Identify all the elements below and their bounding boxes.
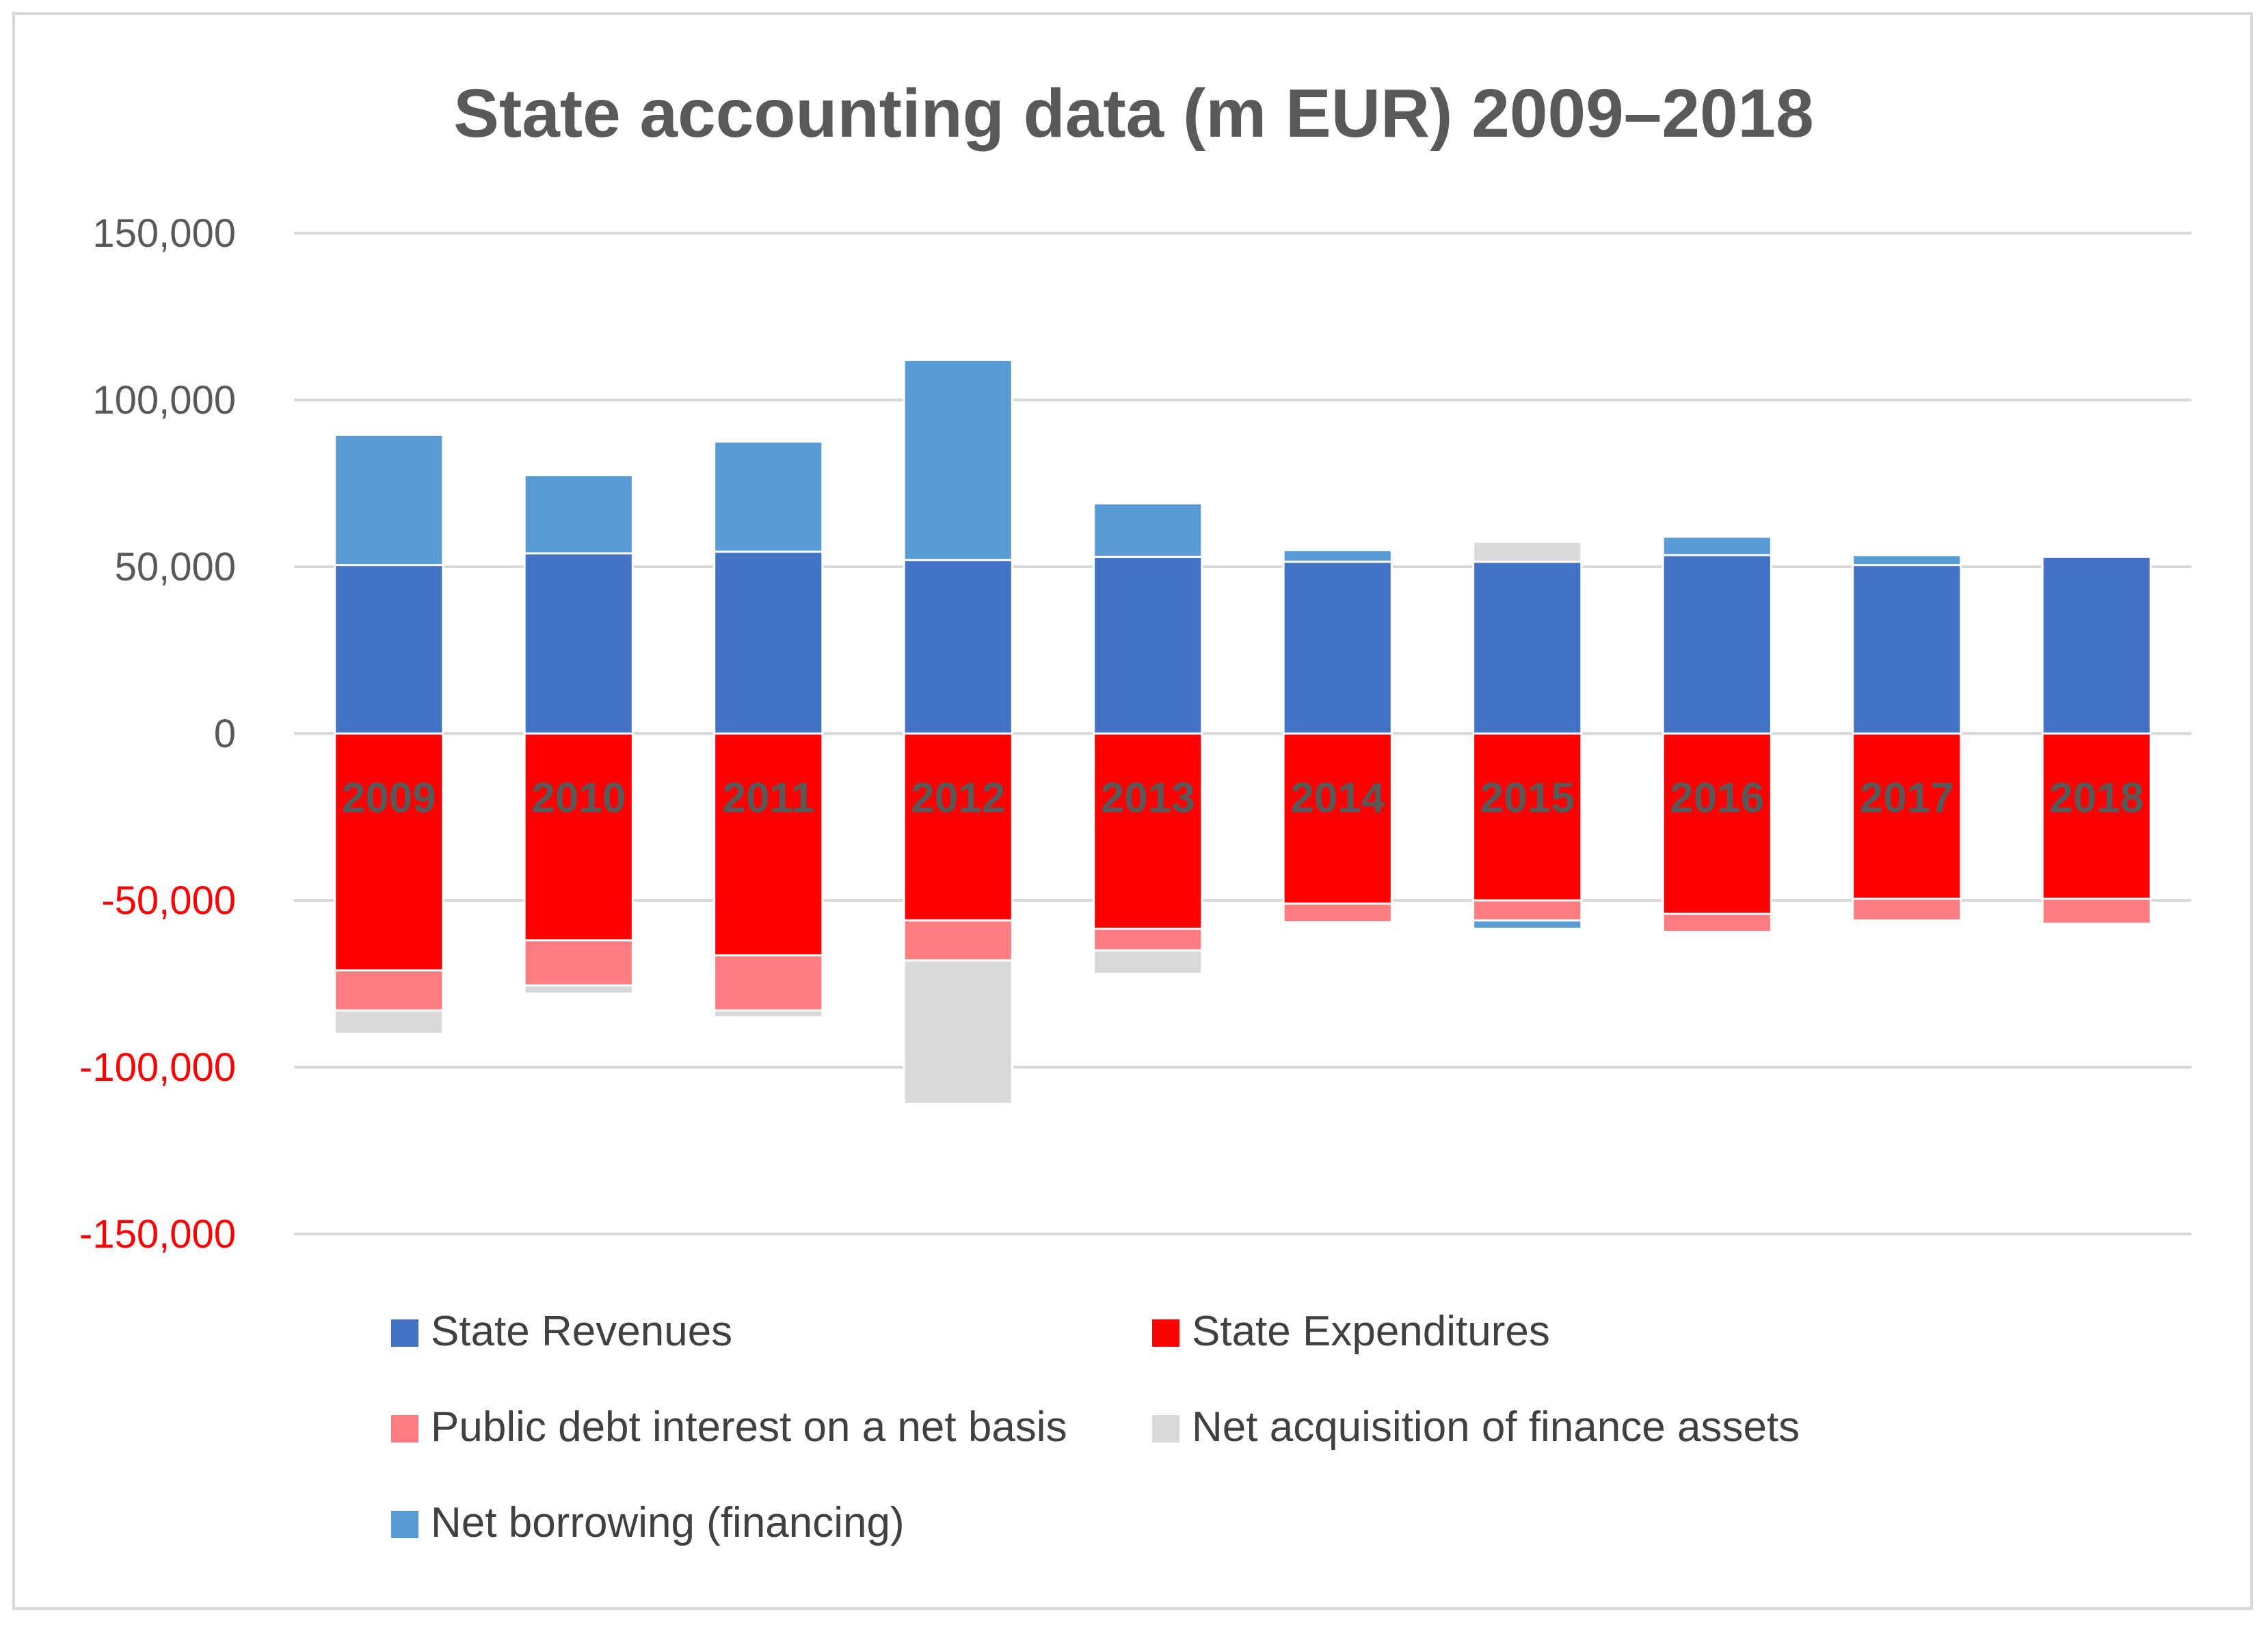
bar-segment bbox=[903, 919, 1013, 962]
bars-layer bbox=[334, 358, 2152, 1105]
bar-segment bbox=[1472, 732, 1583, 902]
y-tick-label: -150,000 bbox=[79, 1212, 236, 1257]
legend-swatch bbox=[391, 1319, 418, 1347]
bar-segment bbox=[1852, 554, 1962, 567]
bar-segment bbox=[1852, 732, 1962, 900]
legend-swatch bbox=[391, 1511, 418, 1538]
bar-segment bbox=[903, 358, 1013, 561]
bar-segment bbox=[903, 732, 1013, 922]
y-tick-label: -100,000 bbox=[79, 1045, 236, 1090]
bar-segment bbox=[334, 969, 444, 1012]
x-axis-ticks: 2009 2010 2011 2012 2013 2014 2015 2016 2017 2018 bbox=[342, 775, 2144, 822]
bar-segment bbox=[903, 559, 1013, 735]
bar-segment bbox=[334, 433, 444, 567]
bar-segment bbox=[334, 1009, 444, 1035]
bar-segment bbox=[523, 474, 634, 554]
x-tick-label: 2010 bbox=[531, 775, 626, 822]
bar-segment bbox=[1472, 540, 1583, 563]
x-tick-label: 2011 bbox=[722, 775, 814, 822]
bar-segment bbox=[1282, 561, 1393, 735]
bar-segment bbox=[903, 959, 1013, 1105]
legend-label: Net borrowing (financing) bbox=[431, 1499, 905, 1546]
bar-segment bbox=[523, 552, 634, 735]
bar-segment bbox=[1852, 898, 1962, 922]
x-tick-label: 2018 bbox=[2049, 775, 2144, 822]
bar-segment bbox=[2041, 555, 2152, 735]
bar-segment bbox=[1662, 554, 1772, 735]
bar-segment bbox=[1093, 502, 1203, 558]
y-tick-label: 150,000 bbox=[92, 211, 236, 256]
x-tick-label: 2014 bbox=[1290, 775, 1385, 822]
bar-segment bbox=[713, 732, 824, 957]
bar-segment bbox=[1472, 561, 1583, 735]
legend-swatch bbox=[1152, 1319, 1179, 1347]
bar-segment bbox=[1282, 902, 1393, 924]
y-tick-label: -50,000 bbox=[101, 878, 236, 923]
bar-segment bbox=[713, 550, 824, 735]
x-tick-label: 2016 bbox=[1670, 775, 1764, 822]
bar-segment bbox=[1093, 927, 1203, 952]
bar-segment bbox=[713, 954, 824, 1012]
bar-segment bbox=[1662, 732, 1772, 915]
legend-swatch bbox=[391, 1415, 418, 1442]
bar-segment bbox=[334, 732, 444, 971]
y-axis-ticks: 150,000 100,000 50,000 0 -50,000 -100,000 -150… bbox=[79, 211, 236, 1257]
bar-segment bbox=[523, 939, 634, 986]
y-tick-label: 50,000 bbox=[115, 545, 236, 589]
bar-segment bbox=[1662, 535, 1772, 556]
bar-segment bbox=[1093, 732, 1203, 930]
y-tick-label: 0 bbox=[214, 712, 236, 756]
bar-segment bbox=[1852, 564, 1962, 735]
x-tick-label: 2017 bbox=[1860, 775, 1954, 822]
bar-segment bbox=[1472, 899, 1583, 922]
legend-label: State Revenues bbox=[431, 1308, 732, 1355]
bar-segment bbox=[713, 1009, 824, 1019]
y-tick-label: 100,000 bbox=[92, 378, 236, 422]
bar-segment bbox=[523, 732, 634, 942]
bar-segment bbox=[1472, 919, 1583, 930]
bar-segment bbox=[713, 440, 824, 553]
legend: State Revenues State Expenditures Public d… bbox=[391, 1308, 1800, 1546]
bar-segment bbox=[1282, 549, 1393, 563]
bar-segment bbox=[334, 564, 444, 735]
legend-label: Public debt interest on a net basis bbox=[431, 1404, 1067, 1451]
bar-segment bbox=[2041, 732, 2152, 900]
x-tick-label: 2013 bbox=[1101, 775, 1195, 822]
bar-segment bbox=[1282, 732, 1393, 905]
bar-segment bbox=[1093, 949, 1203, 975]
legend-swatch bbox=[1152, 1415, 1179, 1442]
x-tick-label: 2012 bbox=[911, 775, 1005, 822]
chart-title: State accounting data (m EUR) 2009–2018 bbox=[453, 75, 1814, 152]
legend-label: State Expenditures bbox=[1192, 1308, 1550, 1355]
x-tick-label: 2015 bbox=[1480, 775, 1575, 822]
bar-segment bbox=[1662, 913, 1772, 933]
legend-label: Net acquisition of finance assets bbox=[1192, 1404, 1800, 1451]
x-tick-label: 2009 bbox=[342, 775, 436, 822]
bar-segment bbox=[1093, 555, 1203, 735]
bar-segment bbox=[2041, 898, 2152, 925]
bar-segment bbox=[523, 984, 634, 995]
